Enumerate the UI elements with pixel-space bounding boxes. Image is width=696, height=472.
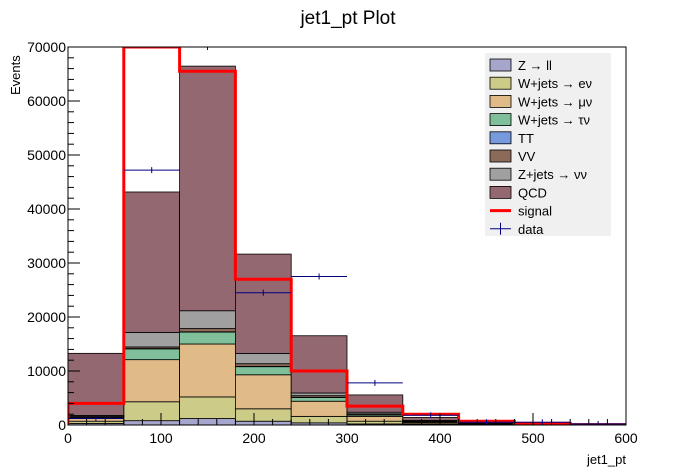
x-tick-label-5: 500 xyxy=(521,430,545,446)
legend-swatch-6 xyxy=(489,167,512,181)
y-tick-label-2: 20000 xyxy=(27,309,66,325)
y-tick-label-7: 70000 xyxy=(27,39,66,55)
bar-series-2-bin-4 xyxy=(290,400,348,417)
bar-series-1-bin-1 xyxy=(123,401,181,422)
y-tick-label-6: 60000 xyxy=(27,93,66,109)
x-tick-label-0: 0 xyxy=(64,430,72,446)
bar-series-5-bin-3 xyxy=(234,363,292,367)
data-points xyxy=(68,47,626,425)
bar-series-1-bin-5 xyxy=(346,420,404,425)
bar-series-2-bin-2 xyxy=(179,343,236,398)
bar-series-1-bin-2 xyxy=(179,396,236,419)
bar-series-2-bin-5 xyxy=(346,415,404,422)
bar-series-7-bin-0 xyxy=(68,352,125,416)
legend-label-data: data xyxy=(518,222,544,237)
bar-series-2-bin-3 xyxy=(234,374,292,410)
bar-series-7-bin-4 xyxy=(290,335,348,394)
bar-series-6-bin-2 xyxy=(179,310,236,329)
bar-series-1-bin-3 xyxy=(234,408,292,422)
y-axis-label: Events xyxy=(8,55,23,95)
legend-swatch-3 xyxy=(489,113,512,126)
legend-label-5: VV xyxy=(518,149,536,164)
bar-series-0-bin-2 xyxy=(179,418,236,425)
legend-swatch-2 xyxy=(489,95,512,108)
bar-series-3-bin-4 xyxy=(290,397,348,402)
x-tick-label-2: 200 xyxy=(242,430,266,446)
bar-series-7-bin-3 xyxy=(234,253,292,354)
bar-series-0-bin-3 xyxy=(234,420,292,425)
bar-series-3-bin-1 xyxy=(123,348,181,361)
legend-swatch-7 xyxy=(489,185,512,199)
axes: 0 100 200 300 400 500 600 0 10000 20000 30000 40000… xyxy=(27,39,638,446)
y-tick-label-1: 10000 xyxy=(27,363,66,379)
x-tick-label-3: 300 xyxy=(335,430,359,446)
x-tick-label-6: 600 xyxy=(614,430,638,446)
bar-series-2-bin-1 xyxy=(123,359,181,403)
bar-series-6-bin-4 xyxy=(290,392,348,397)
legend-label-7: QCD xyxy=(518,185,547,200)
legend-label-0: Z → ll xyxy=(518,58,552,73)
stacked-bars xyxy=(68,65,626,425)
legend: Z → ll W+jets → eν W+jets → μν W+jets → τν T… xyxy=(485,53,611,237)
legend-swatch-0 xyxy=(489,58,512,72)
bar-series-7-bin-2 xyxy=(179,65,236,312)
bar-series-3-bin-2 xyxy=(179,331,236,345)
legend-swatch-4 xyxy=(489,131,512,145)
bar-series-5-bin-2 xyxy=(179,328,236,333)
x-axis-label: jet1_pt xyxy=(586,452,626,467)
bar-series-6-bin-1 xyxy=(123,331,181,348)
x-tick-label-1: 100 xyxy=(149,430,173,446)
bar-series-3-bin-3 xyxy=(234,366,292,376)
legend-swatch-1 xyxy=(489,76,512,90)
bar-series-1-bin-4 xyxy=(290,415,348,424)
x-tick-label-4: 400 xyxy=(428,430,452,446)
legend-label-1: W+jets → eν xyxy=(518,76,592,91)
bar-series-7-bin-5 xyxy=(346,394,404,413)
y-tick-label-0: 0 xyxy=(58,417,66,433)
legend-label-6: Z+jets → νν xyxy=(518,167,587,182)
chart-title: jet1_pt Plot xyxy=(299,8,396,29)
bar-series-6-bin-3 xyxy=(234,353,292,365)
y-tick-label-3: 30000 xyxy=(27,255,66,271)
bar-series-7-bin-1 xyxy=(123,191,181,333)
legend-label-signal: signal xyxy=(518,204,552,219)
legend-label-2: W+jets → μν xyxy=(518,94,592,109)
legend-label-3: W+jets → τν xyxy=(518,113,590,128)
legend-swatch-5 xyxy=(489,149,512,163)
y-tick-label-4: 40000 xyxy=(27,201,66,217)
legend-label-4: TT xyxy=(518,131,534,146)
bar-series-0-bin-1 xyxy=(123,420,181,425)
y-tick-label-5: 50000 xyxy=(27,147,66,163)
